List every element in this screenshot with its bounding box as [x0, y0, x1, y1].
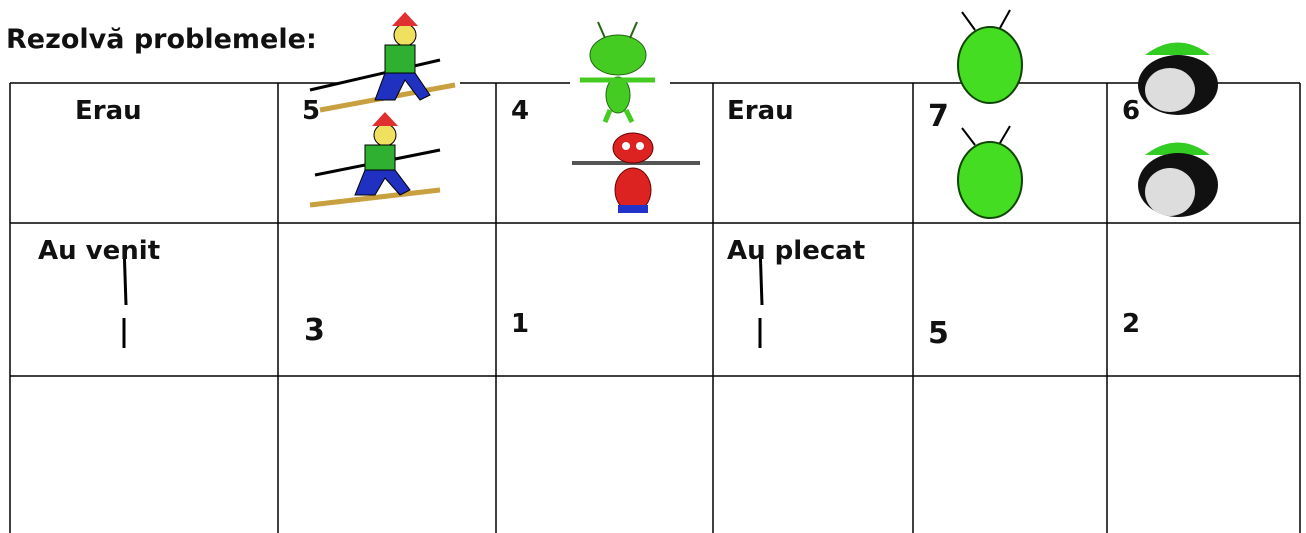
title: Rezolvă problemele: — [6, 24, 317, 55]
cell-number: 3 — [304, 313, 325, 348]
clipart-ant — [572, 132, 700, 213]
cell-number: 5 — [302, 96, 321, 126]
row-label: Erau — [727, 96, 794, 126]
cell-number: 5 — [928, 316, 949, 351]
grid-lines — [9, 82, 1301, 533]
clipart-alien — [570, 20, 670, 124]
cell-number: 1 — [511, 309, 530, 339]
row-label: Au venit — [38, 236, 161, 266]
cell-number: 6 — [1122, 96, 1141, 126]
clipart-blob — [957, 9, 1023, 104]
clipart-blob — [957, 125, 1023, 219]
cell-number: 2 — [1122, 309, 1141, 339]
row-label: Erau — [75, 96, 142, 126]
cell-number: 4 — [511, 96, 530, 126]
clipart-skier — [309, 112, 441, 208]
pencil-marks — [122, 244, 764, 348]
clipart-skier — [309, 12, 460, 113]
clipart-penguin — [1138, 42, 1218, 115]
row-label: Au plecat — [727, 236, 866, 266]
cell-number: 7 — [928, 99, 949, 134]
clipart-penguin — [1138, 142, 1218, 217]
